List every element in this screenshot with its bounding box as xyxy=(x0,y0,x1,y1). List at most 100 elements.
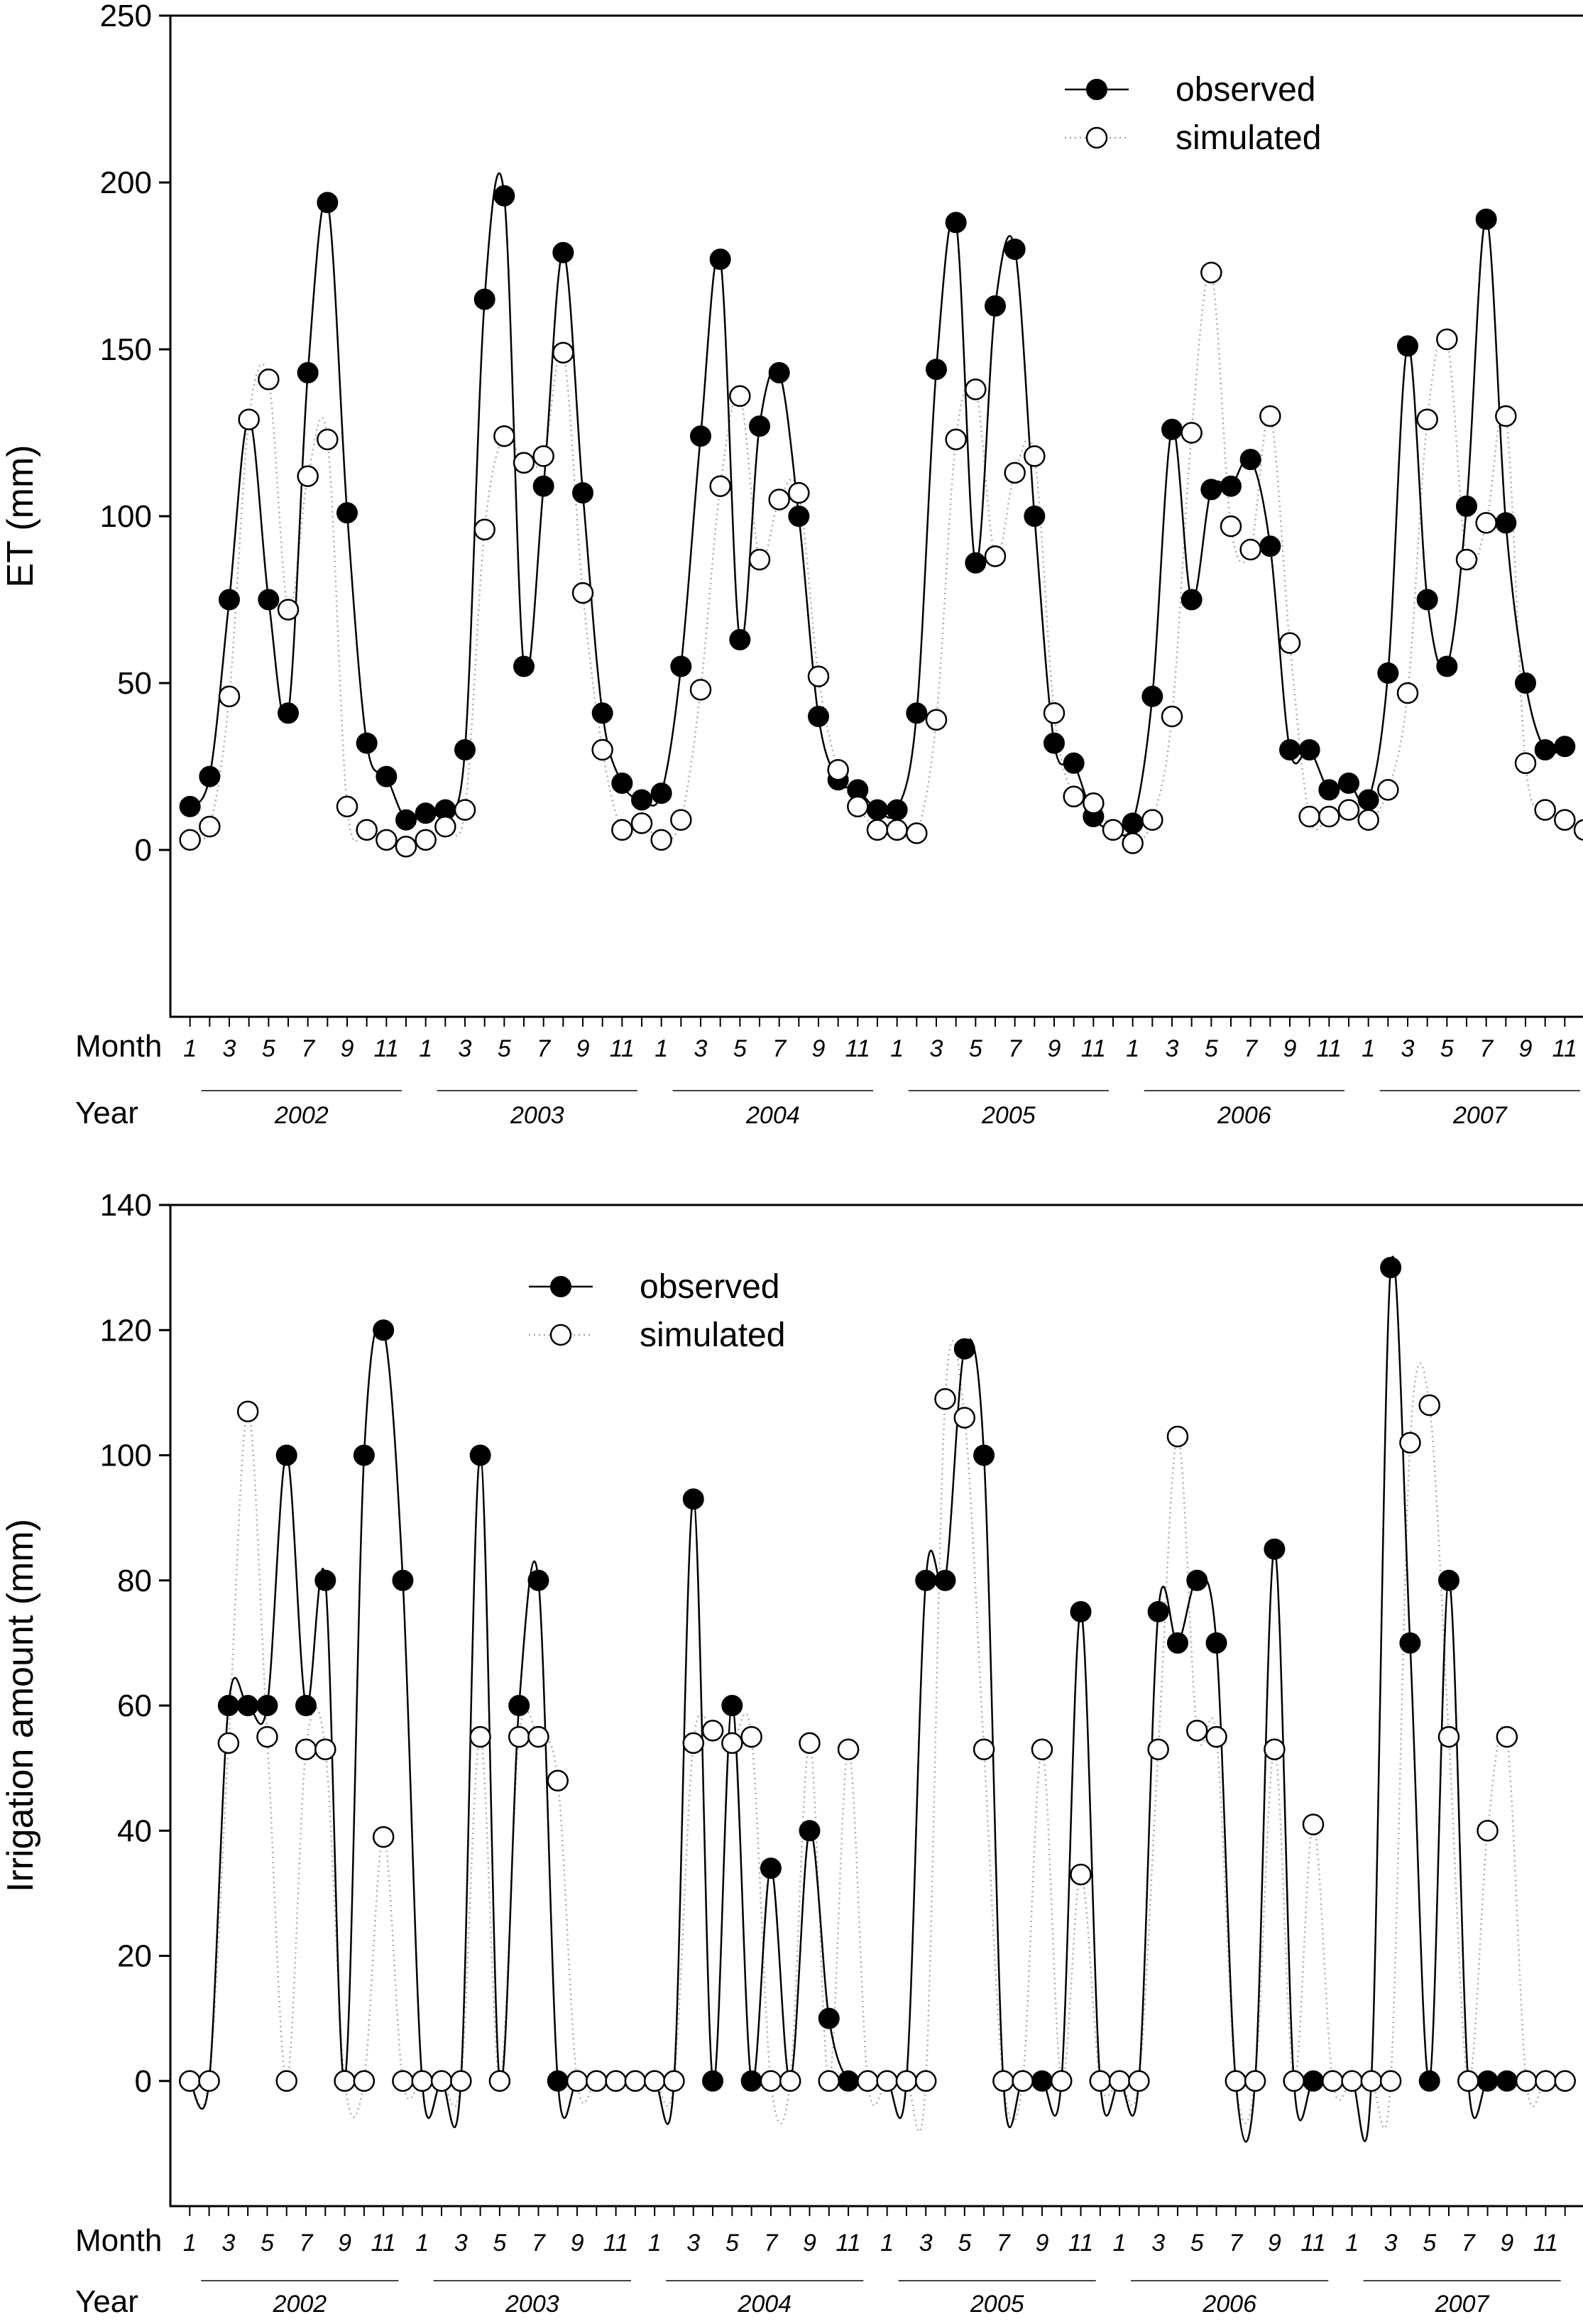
month-label: 3 xyxy=(1384,2230,1398,2257)
observed-point xyxy=(702,2070,724,2092)
legend-simulated-label: simulated xyxy=(640,1316,785,1354)
month-label: 11 xyxy=(845,1035,870,1062)
simulated-point xyxy=(547,1769,569,1791)
month-label: 1 xyxy=(415,2230,429,2257)
observed-point xyxy=(1279,739,1300,760)
month-label: 7 xyxy=(1462,2230,1476,2257)
simulated-point xyxy=(1108,2070,1131,2092)
legend-observed-label: observed xyxy=(640,1268,779,1306)
legend: observed simulated xyxy=(1065,71,1321,157)
month-label: 9 xyxy=(1283,1035,1297,1062)
simulated-point xyxy=(1043,702,1066,724)
observed-point xyxy=(415,802,437,824)
observed-point xyxy=(670,655,692,677)
month-label: 11 xyxy=(610,1035,635,1062)
month-label: 9 xyxy=(803,2230,816,2257)
observed-point xyxy=(1338,773,1359,794)
simulated-point xyxy=(1239,538,1261,561)
observed-point xyxy=(1456,495,1477,517)
simulated-point xyxy=(1004,462,1026,484)
simulated-point xyxy=(566,2070,588,2092)
simulated-point xyxy=(984,545,1007,567)
month-label: 3 xyxy=(1151,2230,1165,2257)
simulated-point xyxy=(317,428,339,451)
observed-point xyxy=(808,706,829,727)
legend-simulated-marker xyxy=(1085,126,1108,149)
simulated-point xyxy=(198,2070,220,2092)
simulated-point xyxy=(493,425,515,447)
simulated-point xyxy=(876,2070,898,2092)
observed-point xyxy=(799,1820,821,1842)
month-label: 11 xyxy=(374,1035,399,1062)
month-label: 7 xyxy=(300,2230,314,2257)
simulated-point xyxy=(1181,422,1203,444)
observed-point xyxy=(317,192,339,214)
observed-point xyxy=(1298,739,1320,760)
observed-point xyxy=(729,628,751,650)
simulated-point xyxy=(953,1407,976,1429)
observed-point xyxy=(867,799,888,821)
simulated-point xyxy=(1514,752,1537,775)
simulated-point xyxy=(552,342,574,364)
month-label: 7 xyxy=(1229,2230,1243,2257)
year-label: 2003 xyxy=(505,2291,559,2318)
observed-point xyxy=(1437,1569,1459,1591)
observed-point xyxy=(1024,506,1046,527)
year-label: 2006 xyxy=(1217,1102,1271,1129)
simulated-point xyxy=(788,481,810,504)
simulated-point xyxy=(1554,2070,1576,2092)
simulated-point xyxy=(1161,705,1183,728)
simulated-point xyxy=(1573,819,1583,841)
month-label: 11 xyxy=(1317,1035,1342,1062)
simulated-point xyxy=(1024,445,1046,467)
observed-point xyxy=(749,415,770,437)
simulated-point xyxy=(1337,799,1360,821)
month-label: 1 xyxy=(648,2230,662,2257)
simulated-point xyxy=(1031,1738,1053,1760)
simulated-point xyxy=(258,369,280,391)
observed-point xyxy=(1166,1632,1188,1654)
simulated-point xyxy=(663,2070,685,2092)
chart-irrigation: 0 20 40 60 80 100 120 140 Irrigation amount (mm)… xyxy=(0,1188,1583,2319)
month-label: 7 xyxy=(532,2230,546,2257)
observed-point xyxy=(314,1569,336,1591)
observed-point xyxy=(1302,2070,1324,2092)
simulated-point xyxy=(372,1826,395,1848)
observed-point xyxy=(818,2007,840,2029)
simulated-point xyxy=(624,2070,647,2092)
observed-point xyxy=(1515,672,1536,694)
simulated-point xyxy=(238,408,260,430)
month-label: 5 xyxy=(1205,1035,1218,1062)
observed-point xyxy=(217,1695,239,1716)
simulated-point xyxy=(508,1725,530,1748)
simulated-point xyxy=(857,2070,879,2092)
simulated-point xyxy=(434,815,456,838)
observed-point xyxy=(179,795,201,817)
observed-point xyxy=(1141,685,1163,707)
simulated-point xyxy=(1220,515,1242,538)
simulated-point xyxy=(945,428,967,451)
month-label: 9 xyxy=(341,1035,354,1062)
simulated-point xyxy=(415,829,437,851)
year-label: 2002 xyxy=(273,2291,327,2318)
simulated-point xyxy=(689,679,712,701)
month-label: 5 xyxy=(725,2230,739,2257)
observed-point xyxy=(788,506,810,527)
observed-point xyxy=(258,589,280,611)
month-label: 11 xyxy=(1081,1035,1106,1062)
month-label: 7 xyxy=(1479,1035,1494,1062)
observed-point xyxy=(1399,1632,1421,1654)
simulated-point xyxy=(1416,408,1438,430)
month-label: 9 xyxy=(1048,1035,1061,1062)
y-tick-label: 0 xyxy=(135,833,152,868)
simulated-point xyxy=(1089,2070,1112,2092)
observed-point xyxy=(886,799,908,821)
observed-point xyxy=(1186,1569,1208,1591)
year-row-label: Year xyxy=(75,1096,138,1130)
legend-simulated-label: simulated xyxy=(1176,119,1321,157)
simulated-point xyxy=(473,518,495,541)
observed-point xyxy=(295,1695,317,1716)
month-label: 5 xyxy=(261,2230,274,2257)
month-label: 1 xyxy=(1362,1035,1375,1062)
simulated-point xyxy=(392,2070,414,2092)
